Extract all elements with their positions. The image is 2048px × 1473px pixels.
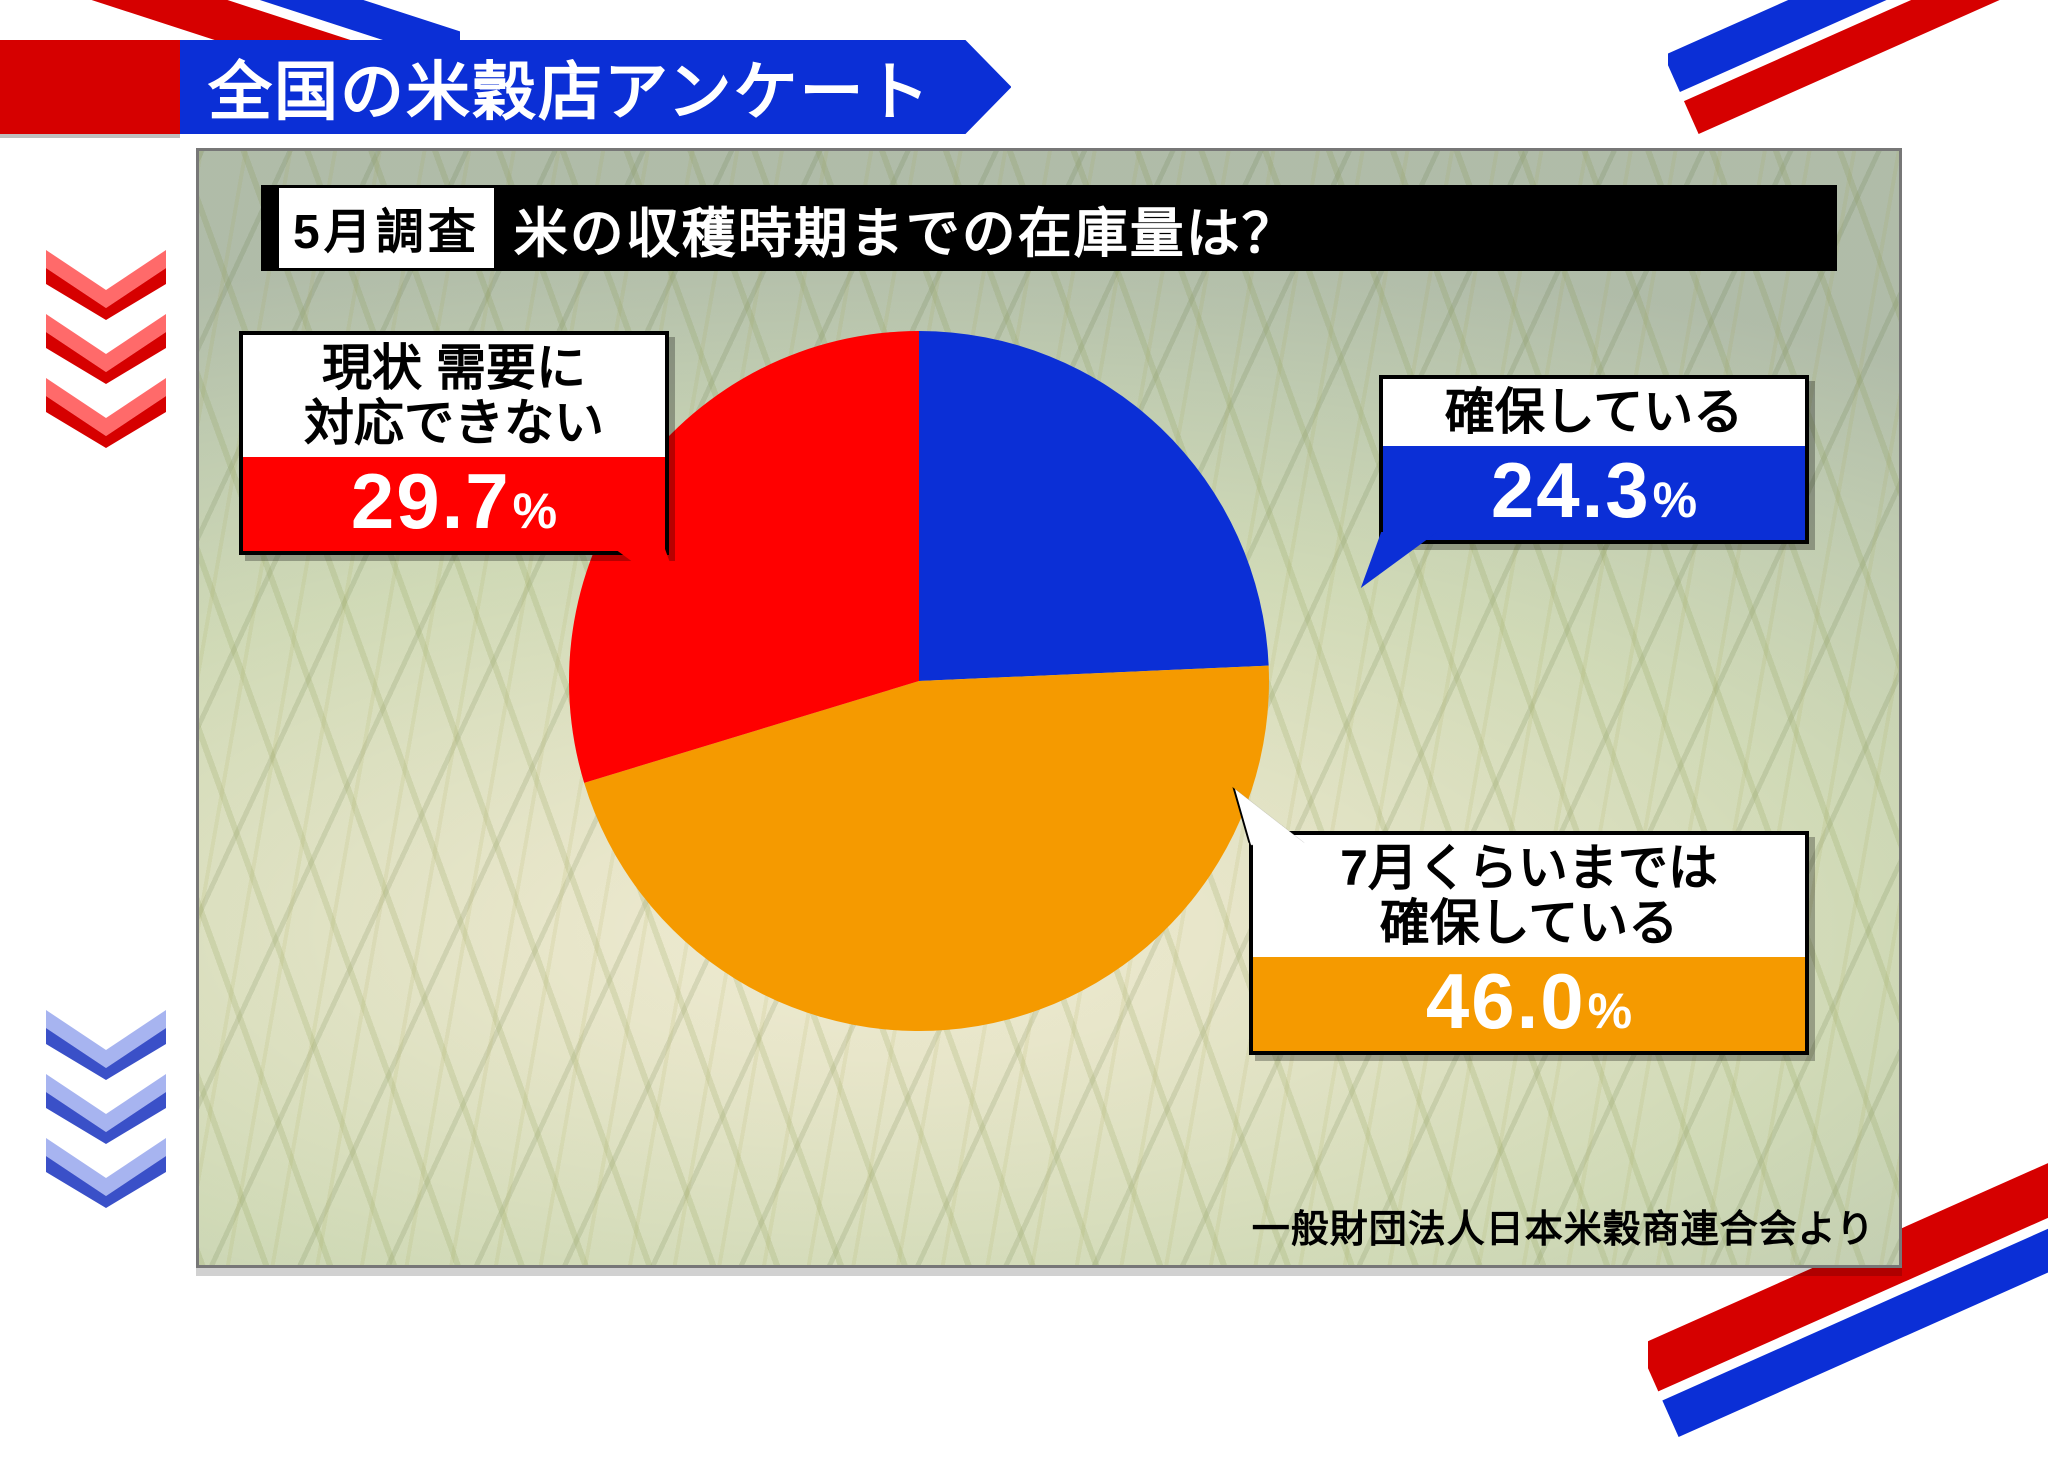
callout-unit: % — [513, 484, 557, 539]
callout-label-line: 確保している — [1273, 896, 1785, 951]
callout-until-july: 7月くらいまでは 確保している 46.0 % — [1249, 831, 1809, 1055]
callout-label-line: 確保している — [1403, 385, 1785, 440]
banner-red-stub — [0, 40, 180, 134]
callout-unit: % — [1588, 984, 1632, 1039]
chevron-down-icon — [46, 1138, 166, 1208]
callout-label-line: 7月くらいまでは — [1273, 841, 1785, 896]
chevron-stack-blue — [46, 1010, 166, 1202]
source-credit: 一般財団法人日本米穀商連合会より — [1252, 1198, 1875, 1253]
chevron-stack-red — [46, 250, 166, 442]
subtitle-text: 米の収穫時期までの在庫量は？ — [514, 189, 1298, 268]
callout-value: 46.0 — [1426, 959, 1586, 1045]
corner-tr — [1668, 0, 2048, 140]
pie-slice-secured — [919, 331, 1269, 681]
banner-title-text: 全国の米穀店アンケート — [208, 41, 931, 133]
subtitle-bar: 5月調査 米の収穫時期までの在庫量は？ — [261, 185, 1837, 271]
chevron-down-icon — [46, 1010, 166, 1080]
callout-secured: 確保している 24.3 % — [1379, 375, 1809, 544]
callout-unit: % — [1653, 473, 1697, 528]
banner-title: 全国の米穀店アンケート — [180, 40, 1011, 134]
chevron-down-icon — [46, 314, 166, 384]
subtitle-tag: 5月調査 — [279, 188, 494, 268]
callout-label-line: 現状 需要に — [263, 341, 645, 396]
chevron-down-icon — [46, 250, 166, 320]
chevron-down-icon — [46, 1074, 166, 1144]
callout-value: 29.7 — [351, 459, 511, 545]
callout-label-line: 対応できない — [263, 396, 645, 451]
chart-card: 5月調査 米の収穫時期までの在庫量は？ 現状 需要に 対応できない 29.7 %… — [196, 148, 1902, 1268]
callout-value: 24.3 — [1491, 448, 1651, 534]
chevron-down-icon — [46, 378, 166, 448]
callout-cannot-meet: 現状 需要に 対応できない 29.7 % — [239, 331, 669, 555]
header-banner: 全国の米穀店アンケート — [0, 40, 1011, 134]
